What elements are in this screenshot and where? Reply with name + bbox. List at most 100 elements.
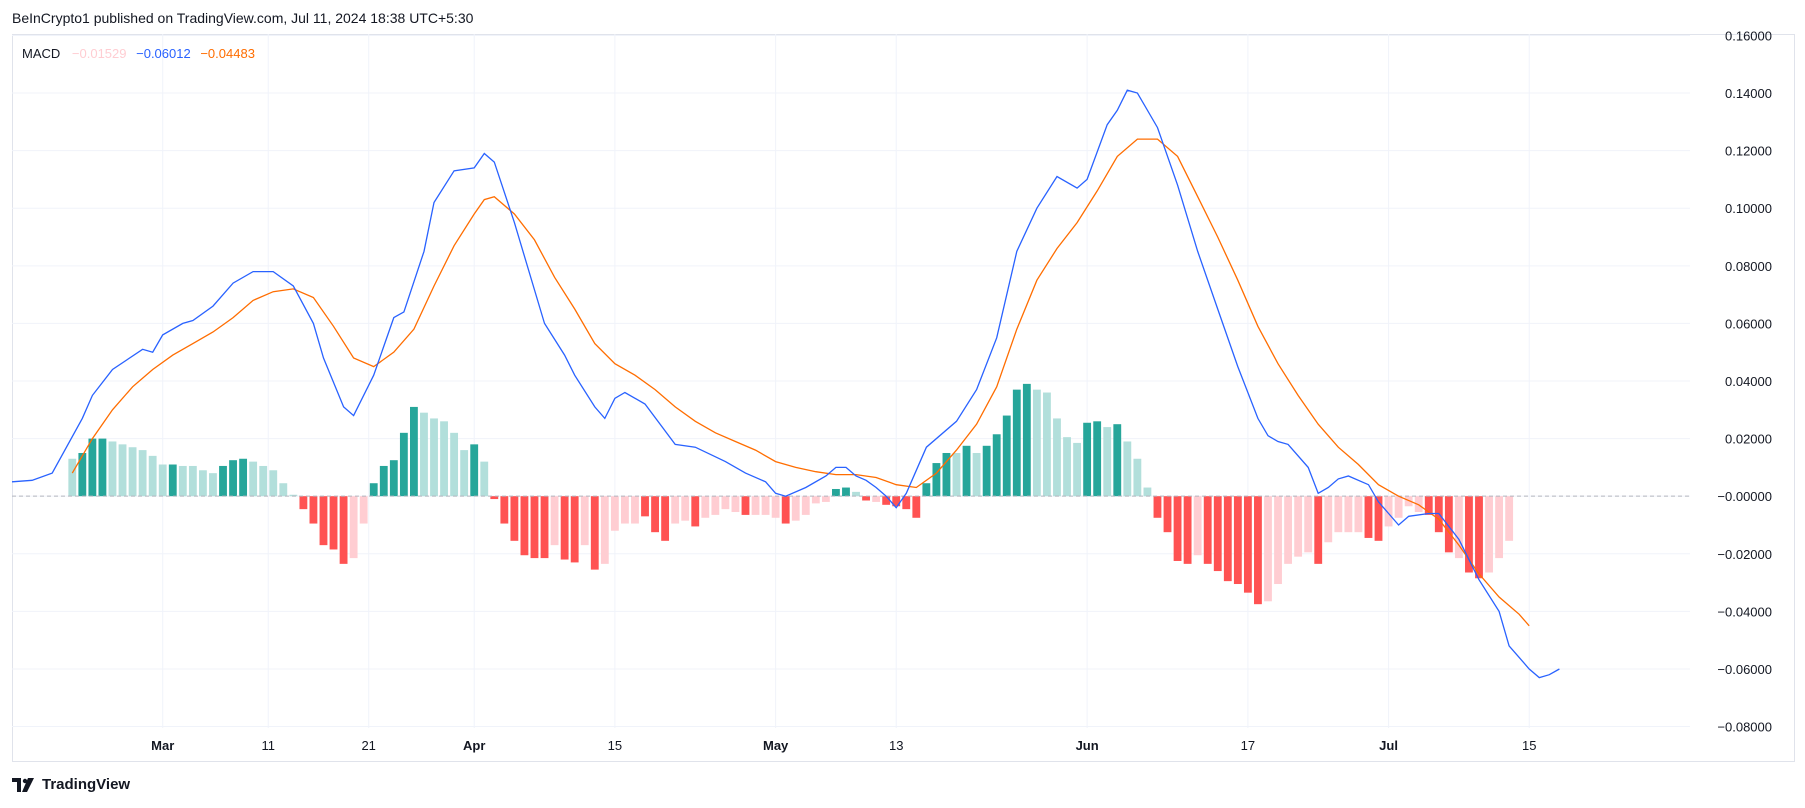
histogram-bar: [751, 496, 760, 515]
histogram-bar: [550, 496, 559, 546]
y-tick-label: −0.02000: [1717, 547, 1772, 562]
histogram-bar: [269, 470, 278, 497]
histogram-bar: [992, 434, 1001, 497]
histogram-bar: [1374, 496, 1383, 541]
y-tick-label: 0.14000: [1725, 86, 1772, 101]
histogram-bar: [420, 412, 428, 497]
legend-macd-value: −0.06012: [136, 46, 191, 61]
y-axis[interactable]: 0.16000 0.14000 0.12000 0.10000 0.08000 0.060…: [1717, 28, 1772, 734]
histogram-bar: [811, 496, 820, 504]
histogram-bar: [1334, 496, 1343, 533]
histogram-bar: [580, 496, 589, 546]
x-tick-label: 21: [361, 738, 375, 753]
histogram-bar: [188, 465, 197, 497]
indicator-legend[interactable]: MACD −0.01529 −0.06012 −0.04483: [22, 46, 263, 61]
histogram-bar: [1505, 496, 1514, 541]
histogram-bar: [470, 444, 479, 497]
histogram-bar: [409, 406, 418, 497]
histogram-bar: [1002, 415, 1011, 497]
histogram-bar: [108, 441, 117, 497]
histogram-bar: [1384, 496, 1393, 527]
x-axis[interactable]: Mar 11 21 Apr 15 May 13 Jun 17 Jul 15: [151, 738, 1536, 753]
histogram-bar: [239, 458, 248, 497]
y-tick-label: −0.00000: [1717, 489, 1772, 504]
histogram-bar: [309, 496, 318, 524]
histogram-bar: [249, 461, 258, 497]
histogram-bar: [1022, 383, 1031, 497]
histogram-bar: [771, 496, 780, 518]
histogram-bar: [1233, 496, 1242, 585]
histogram-bar: [289, 494, 298, 497]
histogram-bar: [148, 455, 157, 497]
legend-signal-value: −0.04483: [200, 46, 255, 61]
histogram-bar: [329, 496, 338, 550]
histogram-bar: [1223, 496, 1232, 582]
histogram-bar: [128, 447, 137, 497]
tradingview-logo[interactable]: TradingView: [12, 776, 130, 793]
histogram-bar: [691, 496, 700, 527]
histogram-bar: [460, 450, 469, 497]
histogram-bar: [138, 450, 147, 497]
histogram-bar: [1053, 418, 1061, 497]
histogram-bar: [369, 483, 378, 497]
histogram-bar: [882, 496, 891, 505]
histogram-bar: [1193, 496, 1202, 556]
histogram-bar: [801, 496, 810, 515]
histogram-bar: [1465, 496, 1473, 573]
y-tick-label: −0.04000: [1717, 604, 1772, 619]
histogram-bar: [832, 488, 840, 497]
histogram-bar: [1153, 496, 1162, 518]
histogram-bar: [1113, 424, 1122, 497]
histogram-bar: [600, 496, 609, 564]
histogram-bar: [198, 470, 207, 497]
histogram-bar: [1083, 422, 1092, 497]
macd-line: [11, 89, 1560, 679]
histogram-bar: [379, 465, 388, 497]
histogram-bar: [610, 496, 619, 531]
histogram-bar: [731, 496, 740, 513]
histogram-bar: [681, 496, 690, 521]
histogram-bar: [892, 496, 901, 507]
histogram-bar: [1123, 441, 1132, 497]
histogram-bar: [540, 496, 549, 559]
histogram-bar: [349, 496, 358, 559]
histogram-bar: [68, 458, 77, 497]
histogram-bar: [1324, 496, 1333, 543]
histogram-bar: [671, 496, 680, 524]
signal-line: [71, 138, 1530, 627]
histogram-bar: [852, 491, 860, 497]
histogram-bar: [1485, 496, 1493, 573]
histogram-bar: [651, 496, 659, 533]
histogram-bar: [339, 496, 348, 564]
histogram-bar: [520, 496, 529, 556]
histogram-bar: [1163, 496, 1172, 533]
x-tick-label: 17: [1241, 738, 1255, 753]
histogram-bar: [711, 496, 720, 515]
histogram-bar: [1404, 496, 1413, 507]
histogram-bar: [741, 496, 750, 515]
histogram-bar: [178, 465, 187, 497]
histogram-bar: [721, 496, 730, 510]
histogram-bar: [430, 418, 438, 497]
chart-frame: [12, 34, 1795, 762]
histogram-bar: [1304, 496, 1313, 553]
histogram-bar: [641, 496, 649, 517]
histogram-bar: [1495, 496, 1504, 559]
x-tick-label: Jul: [1379, 738, 1398, 753]
legend-name: MACD: [22, 46, 61, 61]
indicator-lines: [11, 89, 1560, 679]
y-tick-label: 0.08000: [1725, 259, 1772, 274]
histogram-bar: [1294, 496, 1303, 557]
histogram-bars: [68, 383, 1514, 605]
histogram-bar: [1284, 496, 1293, 564]
histogram-bar: [701, 496, 710, 518]
histogram-bar: [1143, 487, 1152, 497]
legend-hist-value: −0.01529: [71, 46, 127, 61]
histogram-bar: [259, 465, 268, 497]
histogram-bar: [1032, 389, 1041, 497]
histogram-bar: [1043, 392, 1051, 497]
histogram-bar: [1183, 496, 1192, 564]
histogram-bar: [399, 432, 408, 497]
y-tick-label: −0.06000: [1717, 662, 1772, 677]
